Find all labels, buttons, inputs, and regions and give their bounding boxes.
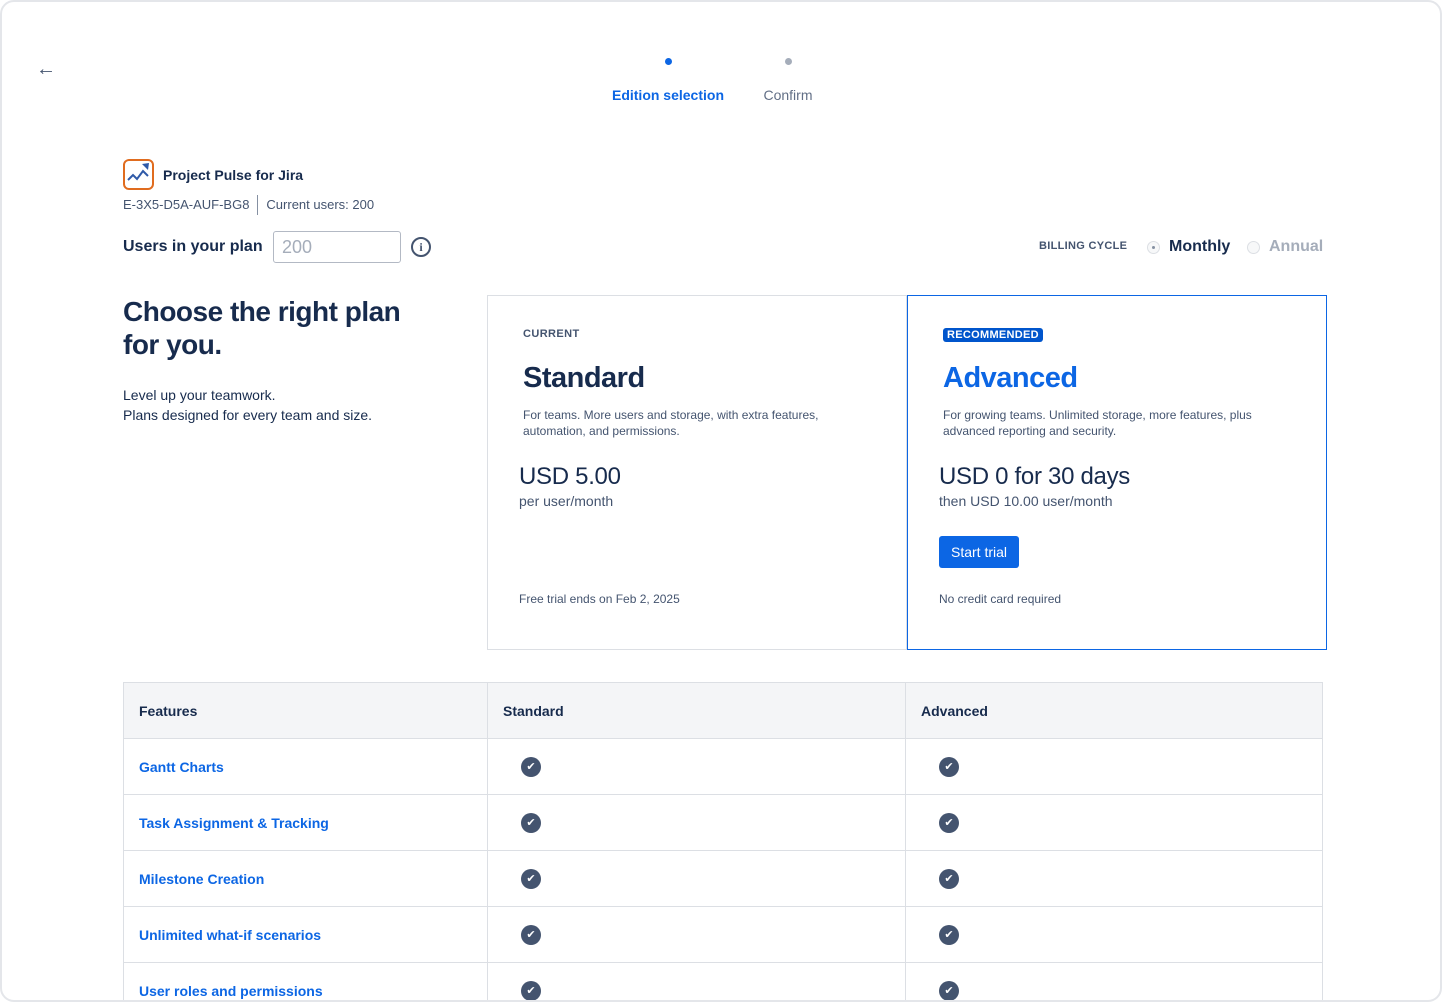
intro-text: Level up your teamwork. Plans designed fo…: [123, 385, 372, 425]
header-advanced: Advanced: [905, 682, 1323, 739]
standard-cell: ✔: [487, 850, 906, 907]
license-key: E-3X5-D5A-AUF-BG8: [123, 197, 250, 212]
step-dot: [784, 58, 792, 65]
no-credit-card-note: No credit card required: [939, 592, 1062, 606]
step-dot: [664, 58, 672, 65]
check-circle-icon: ✔: [939, 812, 959, 833]
arrow-left-icon[interactable]: ←: [36, 58, 56, 80]
advanced-cell: ✔: [905, 794, 1323, 851]
page-title: Choose the right plan for you.: [123, 296, 401, 360]
step-label: Confirm: [763, 87, 813, 103]
advanced-cell: ✔: [905, 906, 1323, 963]
plan-price-unit: then USD 10.00 user/month: [939, 493, 1113, 509]
plan-description: For growing teams. Unlimited storage, mo…: [943, 408, 1252, 438]
standard-cell: ✔: [487, 738, 906, 795]
plan-card-standard: CURRENT Standard For teams. More users a…: [487, 295, 907, 650]
step-label: Edition selection: [611, 87, 724, 103]
divider: [257, 195, 259, 215]
plan-name: Advanced: [943, 362, 1078, 394]
recommended-badge: RECOMMENDED: [943, 328, 1043, 342]
app-logo: [123, 159, 154, 190]
current-users: Current users: 200: [266, 197, 375, 212]
billing-cycle-label: BILLING CYCLE: [1039, 240, 1128, 252]
feature-link[interactable]: Unlimited what-if scenarios: [123, 906, 488, 963]
table-row: Unlimited what-if scenarios ✔ ✔: [123, 906, 1323, 963]
info-icon[interactable]: i: [411, 237, 431, 257]
monthly-radio[interactable]: [1147, 241, 1160, 254]
plan-price-unit: per user/month: [519, 493, 614, 509]
step-edition-selection[interactable]: Edition selection: [588, 58, 748, 103]
check-circle-icon: ✔: [521, 924, 541, 945]
start-trial-button[interactable]: Start trial: [939, 536, 1020, 568]
users-label: Users in your plan: [123, 238, 263, 255]
table-row: Task Assignment & Tracking ✔ ✔: [123, 794, 1323, 851]
features-table: Features Standard Advanced Gantt Charts ✔…: [123, 682, 1323, 1000]
intro-line: Plans designed for every team and size.: [123, 407, 373, 423]
intro-line: Level up your teamwork.: [123, 387, 276, 403]
check-circle-icon: ✔: [521, 980, 541, 1000]
monthly-label[interactable]: Monthly: [1169, 238, 1231, 255]
standard-cell: ✔: [487, 794, 906, 851]
feature-link[interactable]: Gantt Charts: [123, 738, 488, 795]
plan-price: USD 0 for 30 days: [939, 463, 1130, 490]
table-row: User roles and permissions ✔ ✔: [123, 962, 1323, 1000]
standard-cell: ✔: [487, 962, 906, 1000]
table-row: Gantt Charts ✔ ✔: [123, 738, 1323, 795]
plan-description: For teams. More users and storage, with …: [523, 408, 819, 438]
check-circle-icon: ✔: [521, 756, 541, 777]
trial-end-note: Free trial ends on Feb 2, 2025: [519, 592, 680, 606]
app-meta: E-3X5-D5A-AUF-BG8 Current users: 200: [123, 195, 375, 215]
check-circle-icon: ✔: [521, 812, 541, 833]
check-circle-icon: ✔: [939, 980, 959, 1000]
advanced-cell: ✔: [905, 850, 1323, 907]
plan-name: Standard: [523, 362, 645, 394]
check-circle-icon: ✔: [939, 756, 959, 777]
app-name: Project Pulse for Jira: [163, 167, 304, 183]
current-label: CURRENT: [523, 328, 580, 340]
feature-link[interactable]: User roles and permissions: [123, 962, 488, 1000]
check-circle-icon: ✔: [939, 924, 959, 945]
check-circle-icon: ✔: [939, 868, 959, 889]
step-confirm[interactable]: Confirm: [708, 58, 868, 103]
feature-link[interactable]: Milestone Creation: [123, 850, 488, 907]
header-features: Features: [123, 682, 488, 739]
plan-card-advanced: RECOMMENDED Advanced For growing teams. …: [907, 295, 1327, 650]
annual-radio[interactable]: [1247, 241, 1260, 254]
table-header: Features Standard Advanced: [123, 682, 1323, 739]
check-circle-icon: ✔: [521, 868, 541, 889]
annual-label[interactable]: Annual: [1269, 238, 1324, 255]
plan-price: USD 5.00: [519, 463, 621, 490]
feature-link[interactable]: Task Assignment & Tracking: [123, 794, 488, 851]
header-standard: Standard: [487, 682, 906, 739]
standard-cell: ✔: [487, 906, 906, 963]
advanced-cell: ✔: [905, 738, 1323, 795]
advanced-cell: ✔: [905, 962, 1323, 1000]
users-input[interactable]: [273, 231, 401, 263]
table-row: Milestone Creation ✔ ✔: [123, 850, 1323, 907]
